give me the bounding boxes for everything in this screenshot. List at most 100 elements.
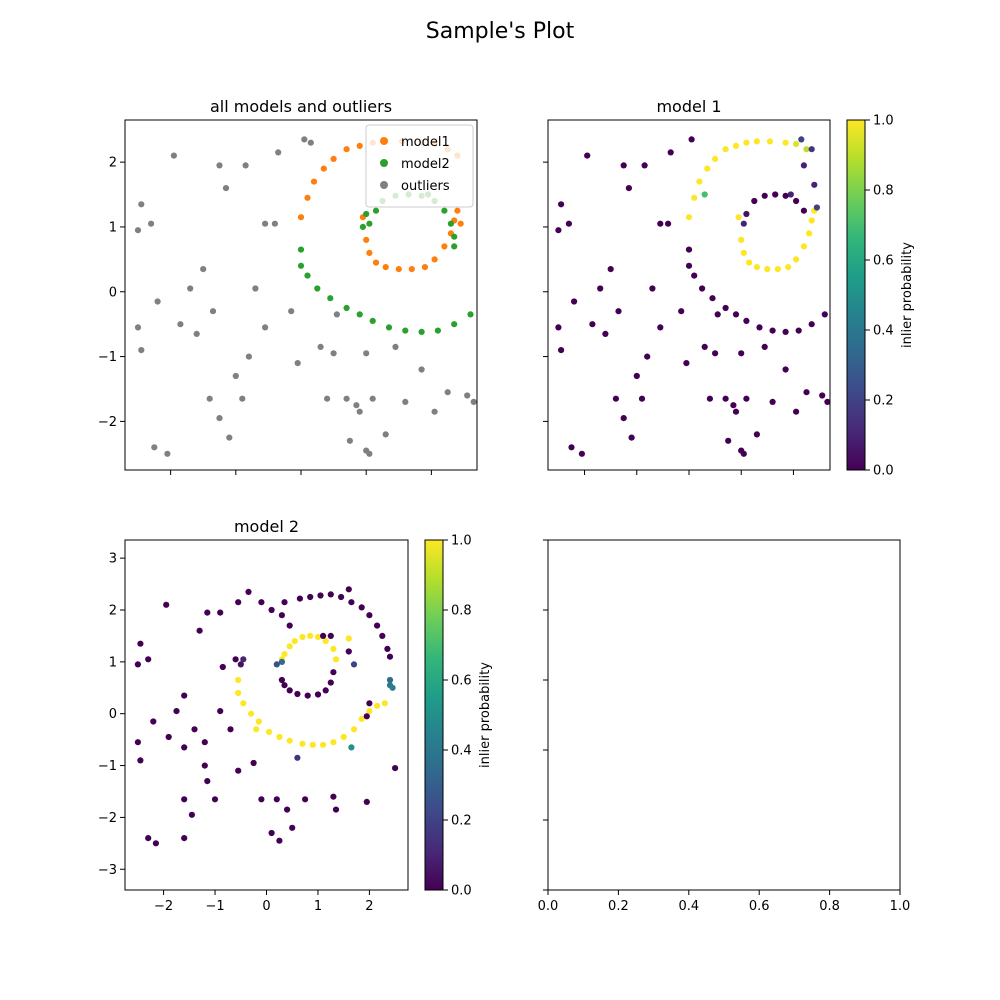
point-outliers: [216, 162, 223, 169]
point-model2: [467, 311, 474, 318]
point: [691, 194, 698, 201]
point: [345, 635, 352, 642]
point: [735, 214, 742, 221]
point: [665, 220, 672, 227]
point: [688, 136, 695, 143]
point-model2: [494, 256, 500, 262]
point-model1: [395, 266, 402, 273]
point: [181, 744, 188, 751]
point: [299, 633, 306, 641]
point-outliers: [366, 450, 373, 457]
axes-title: all models and outliers: [210, 97, 392, 116]
point-outliers: [317, 343, 324, 350]
colorbar-tick-label: 1.0: [873, 114, 894, 129]
point-model1: [320, 165, 327, 172]
point-outliers: [382, 431, 389, 438]
point: [699, 285, 706, 292]
point: [345, 586, 352, 593]
point: [332, 656, 340, 663]
x-tick-label: 0.8: [819, 899, 840, 914]
x-tick-label: 1.0: [890, 899, 911, 914]
point: [782, 192, 789, 199]
point: [806, 230, 813, 237]
point-outliers: [245, 353, 252, 360]
point: [712, 155, 719, 162]
point-outliers: [500, 360, 506, 366]
point: [800, 162, 808, 169]
point-outliers: [222, 185, 230, 192]
panel-model-1: model 1 0.0 0.2 0.4 0.6 0.8 1.0 inlier probabil…: [543, 97, 915, 479]
point: [134, 661, 141, 668]
point-outliers: [138, 201, 145, 208]
legend-label-outliers: outliers: [401, 179, 450, 194]
point: [782, 366, 789, 373]
point: [701, 191, 708, 198]
point-model1: [372, 259, 380, 266]
point-model1: [297, 214, 305, 221]
point-model2: [402, 327, 409, 334]
point-outliers: [148, 220, 155, 227]
point: [597, 285, 604, 292]
point: [278, 676, 285, 684]
point: [332, 806, 340, 813]
colorbar-tick-label: 0.4: [451, 744, 472, 759]
point-outliers: [134, 227, 142, 234]
point: [819, 392, 826, 399]
axes-background: [548, 120, 830, 470]
point: [793, 197, 800, 205]
point: [320, 741, 327, 748]
points-layer: [555, 136, 830, 457]
point-outliers: [209, 308, 217, 315]
point: [612, 395, 620, 402]
point: [558, 201, 565, 208]
point: [363, 713, 370, 720]
point: [188, 811, 195, 818]
point-outliers: [431, 408, 438, 415]
point-model2: [441, 207, 448, 214]
point-outliers: [402, 398, 409, 405]
point: [191, 726, 198, 733]
point: [204, 609, 211, 616]
point: [704, 165, 711, 172]
point: [273, 661, 280, 668]
point: [787, 191, 794, 198]
point-outliers: [262, 324, 269, 331]
point-model1: [457, 220, 464, 227]
point: [824, 398, 830, 405]
point-outliers: [239, 395, 246, 402]
point: [145, 835, 152, 842]
x-tick-label: 0.6: [749, 899, 770, 914]
point: [384, 645, 391, 653]
point: [657, 324, 664, 331]
point: [284, 806, 291, 813]
point: [299, 740, 306, 747]
point: [345, 648, 352, 655]
point: [386, 676, 394, 684]
point: [571, 298, 578, 305]
point-model1: [356, 142, 363, 149]
point: [314, 691, 322, 698]
point-outliers: [333, 311, 340, 318]
point: [350, 726, 358, 733]
point: [330, 739, 337, 746]
point-outliers: [464, 392, 471, 399]
point: [358, 604, 365, 611]
point: [769, 398, 776, 405]
colorbar-tick-label: 0.8: [451, 604, 472, 619]
point-outliers: [271, 220, 278, 227]
point-outliers: [363, 350, 370, 357]
point: [615, 308, 622, 315]
point: [602, 330, 609, 337]
point-model1: [330, 155, 337, 162]
legend-label-model1: model1: [401, 135, 450, 150]
legend-label-model2: model2: [401, 157, 450, 172]
point: [268, 606, 275, 614]
point: [165, 733, 172, 741]
point: [163, 601, 170, 608]
point: [286, 622, 293, 629]
point: [235, 599, 242, 606]
y-tick-label: 1: [109, 655, 117, 670]
point-model2: [327, 295, 334, 302]
point: [793, 140, 800, 148]
point-outliers: [497, 247, 503, 253]
